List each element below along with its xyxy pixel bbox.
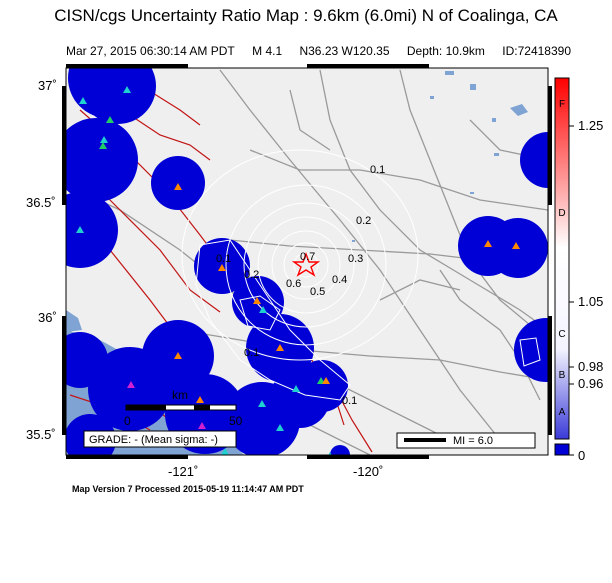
lat-tick-label: 36˚	[38, 310, 57, 325]
stations	[76, 86, 520, 455]
map-frame	[62, 64, 552, 459]
event-info: Mar 27, 2015 06:30:14 AM PDT M 4.1 N36.2…	[66, 44, 585, 58]
grade-letter-b: B	[559, 370, 566, 381]
colorbar: F D C B A 1.25 1.05 0.98 0.96 0	[554, 77, 603, 463]
roads	[66, 69, 548, 455]
lat-tick-label: 37˚	[38, 78, 57, 93]
event-location: N36.23 W120.35	[299, 44, 390, 58]
colorbar-value: 0.98	[578, 359, 603, 374]
event-depth: Depth: 10.9km	[406, 44, 485, 58]
contour-label: 0.2	[244, 269, 259, 281]
colorbar-value: 1.25	[578, 118, 603, 133]
event-datetime: Mar 27, 2015 06:30:14 AM PDT	[66, 44, 235, 58]
contour-label: 0.1	[244, 347, 259, 359]
contour-label: 0.5	[310, 286, 325, 298]
scale-end: 50	[229, 414, 243, 428]
map-version-footer: Map Version 7 Processed 2015-05-19 11:14…	[72, 484, 304, 494]
scale-bar: km 0 50	[124, 388, 243, 428]
contour-label: 0.1	[216, 253, 231, 265]
colorbar-value: 0	[578, 448, 585, 463]
contour-label: 0.6	[286, 278, 301, 290]
mi-legend-text: MI = 6.0	[453, 435, 493, 447]
lon-tick-label: -120˚	[353, 464, 384, 479]
monterey-bay	[66, 310, 82, 332]
contour-label: 0.2	[356, 215, 371, 227]
lat-tick-label: 35.5˚	[26, 427, 56, 442]
lat-tick-label: 36.5˚	[26, 195, 56, 210]
grade-text: GRADE: - (Mean sigma: -)	[89, 434, 218, 446]
lakes	[352, 71, 528, 242]
scale-start: 0	[124, 414, 131, 428]
event-id: ID:72418390	[502, 44, 571, 58]
grade-box: GRADE: - (Mean sigma: -)	[83, 430, 237, 448]
grade-letter-d: D	[558, 208, 565, 219]
map-title: CISN/cgs Uncertainty Ratio Map : 9.6km (…	[54, 6, 558, 25]
grade-letter-a: A	[559, 407, 566, 418]
contour-label: 0.4	[332, 274, 347, 286]
contour-labels: 0.1 0.2 0.3 0.4 0.5 0.6 0.7 0.1 0.2 0.1 …	[216, 164, 385, 407]
contour-label: 0.1	[370, 164, 385, 176]
event-magnitude: M 4.1	[252, 44, 283, 58]
scale-unit: km	[172, 388, 188, 402]
lon-tick-label: -121˚	[168, 464, 199, 479]
epicenter-star	[291, 252, 321, 277]
colorbar-value: 1.05	[578, 294, 603, 309]
grade-letter-c: C	[558, 329, 565, 340]
grade-letter-f: F	[559, 99, 565, 110]
mi-legend: MI = 6.0	[396, 432, 536, 449]
colorbar-value: 0.96	[578, 376, 603, 391]
contour-label: 0.1	[342, 395, 357, 407]
contour-label: 0.3	[348, 253, 363, 265]
contour-label: 0.7	[300, 251, 315, 263]
uncertainty-contours	[181, 149, 541, 401]
